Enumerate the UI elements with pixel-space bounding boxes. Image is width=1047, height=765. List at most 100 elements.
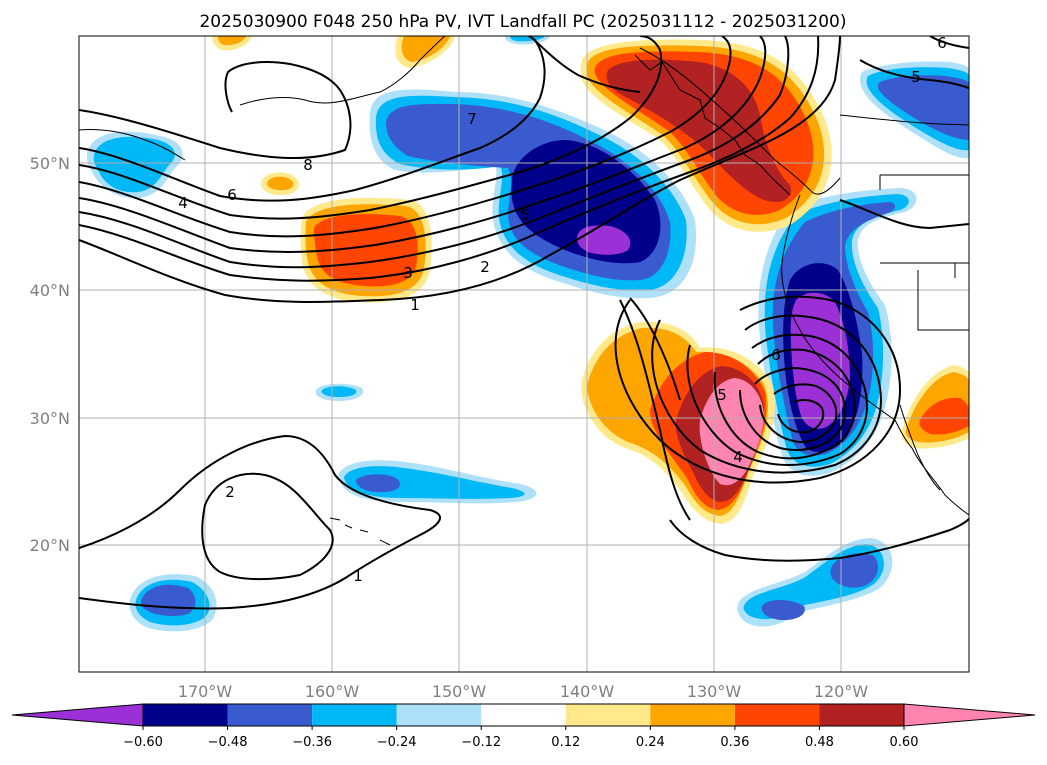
pv-contours — [79, 36, 969, 610]
anomaly-neg-small — [315, 383, 364, 401]
colorbar-extend-low — [11, 703, 144, 727]
colorbar-tick-label: 0.48 — [805, 735, 834, 750]
contour-label-1a: 1 — [410, 296, 420, 314]
lat-tick-40n: 40°N — [30, 281, 70, 300]
contour-label-6c: 6 — [771, 346, 781, 364]
pv-contour-2a — [79, 36, 820, 282]
colorbar-segment — [565, 704, 651, 726]
colorbar-tick-label: 0.24 — [636, 735, 665, 750]
lon-tick-150w: 150°W — [432, 682, 487, 701]
contour-label-5a: 5 — [520, 206, 530, 224]
lat-tick-20n: 20°N — [30, 536, 70, 555]
pv-contour-cutoff-5 — [739, 366, 846, 451]
pv-contour-cutoff-3 — [686, 333, 868, 466]
contour-label-5c: 5 — [717, 386, 727, 404]
pv-contour-1a — [79, 36, 841, 304]
contour-label-2b: 2 — [225, 483, 235, 501]
coast-alaska-south — [239, 36, 446, 106]
pv-contour-3c — [629, 297, 681, 401]
colorbar-tick-label: −0.48 — [208, 735, 248, 750]
contour-label-3a: 3 — [403, 264, 413, 282]
pv-contour-labels: 1 2 3 4 5 6 7 8 1 2 4 5 6 5 6 — [178, 34, 947, 585]
lat-tick-50n: 50°N — [30, 154, 70, 173]
coastlines — [79, 36, 969, 546]
pv-contour-1c — [669, 517, 969, 562]
coast-baja — [899, 404, 941, 491]
colorbar-tick-label: −0.60 — [123, 735, 163, 750]
coast-mexico — [911, 447, 969, 516]
longitude-tick-labels: 170°W 160°W 150°W 140°W 130°W 120°W — [178, 682, 869, 701]
colorbar-tick-label: −0.36 — [292, 735, 332, 750]
lon-tick-130w: 130°W — [687, 682, 742, 701]
colorbar-segment — [312, 704, 397, 726]
anomaly-neg-west — [86, 131, 183, 199]
lon-tick-170w: 170°W — [178, 682, 233, 701]
contour-label-2a: 2 — [480, 258, 490, 276]
pv-contour-5a — [79, 36, 732, 238]
colorbar-tick-label: −0.12 — [461, 735, 501, 750]
anomaly-neg-southwest — [129, 574, 217, 632]
contour-label-6a: 6 — [227, 186, 237, 204]
pv-anomaly-shading — [86, 36, 969, 632]
colorbar-segment — [650, 704, 735, 726]
contour-label-8a: 8 — [303, 156, 313, 174]
pv-contour-cutoff-1 — [614, 295, 902, 484]
coast-bc-alaska — [639, 47, 841, 195]
lon-tick-120w: 120°W — [814, 682, 869, 701]
pv-contour-3a — [79, 36, 790, 269]
pv-contour-7b — [529, 36, 641, 93]
pv-contour-2b — [201, 472, 334, 581]
colorbar-segment — [227, 704, 313, 726]
colorbar-segment — [481, 704, 566, 726]
anomaly-pos-offshore — [581, 321, 775, 524]
contour-label-1b: 1 — [353, 567, 363, 585]
pv-contour-2d — [839, 199, 969, 230]
contour-label-7a: 7 — [467, 110, 477, 128]
lon-tick-160w: 160°W — [305, 682, 360, 701]
pv-contour-4a — [79, 36, 767, 253]
map-frame — [78, 35, 970, 673]
pv-contour-6a — [79, 36, 663, 220]
anomaly-neg-central-pacific — [369, 89, 697, 299]
pv-contour-1b — [79, 434, 441, 610]
colorbar-frame — [142, 703, 905, 727]
pv-contour-8a — [79, 61, 352, 159]
anomaly-neg-southeast — [737, 538, 893, 627]
coast-inner-passage — [634, 54, 791, 196]
colorbar-segment — [143, 704, 228, 726]
anomaly-pos-baja — [901, 365, 969, 449]
contour-label-6b: 6 — [937, 34, 947, 52]
colorbar-tick-label: 0.60 — [890, 735, 919, 750]
coast-aleutians — [79, 129, 186, 161]
pv-contour-6b — [929, 36, 969, 49]
contour-label-4a: 4 — [178, 194, 188, 212]
anomaly-neg-subtropical — [338, 460, 537, 504]
contour-label-4b: 4 — [733, 448, 743, 466]
pv-contour-cutoff-2 — [651, 314, 882, 474]
colorbar-tick-label: 0.12 — [551, 735, 580, 750]
colorbar-tick-label: 0.36 — [720, 735, 749, 750]
colorbar-segment — [819, 704, 904, 726]
coast-us-west — [781, 194, 913, 449]
colorbar-segment — [734, 704, 820, 726]
colorbar-tick-label: −0.24 — [377, 735, 417, 750]
colorbar-segment — [396, 704, 482, 726]
coast-canada-north — [839, 114, 969, 126]
anomaly-pos-small — [260, 172, 299, 196]
colorbar: −0.60 −0.48 −0.36 −0.24 −0.12 0.12 0.24 0.36 0.4… — [11, 703, 1036, 750]
pv-contour-cutoff-7 — [777, 399, 825, 434]
map-panel: 1 2 3 4 5 6 7 8 1 2 4 5 6 5 6 — [79, 34, 969, 672]
anomaly-pos-bc-coast — [580, 39, 832, 232]
chart-title: 2025030900 F048 250 hPa PV, IVT Landfall… — [199, 12, 846, 32]
pv-contour-cutoff-6 — [759, 383, 838, 444]
gridlines — [79, 36, 969, 672]
anomaly-neg-california — [758, 188, 917, 476]
pv-contour-cutoff-4 — [713, 348, 856, 460]
political-borders — [879, 174, 969, 331]
contour-label-5b: 5 — [911, 68, 921, 86]
latitude-tick-labels: 20°N 30°N 40°N 50°N — [30, 154, 70, 555]
pv-contour-2c — [619, 299, 691, 521]
pv-contour-7a — [79, 36, 546, 202]
lon-tick-140w: 140°W — [560, 682, 615, 701]
